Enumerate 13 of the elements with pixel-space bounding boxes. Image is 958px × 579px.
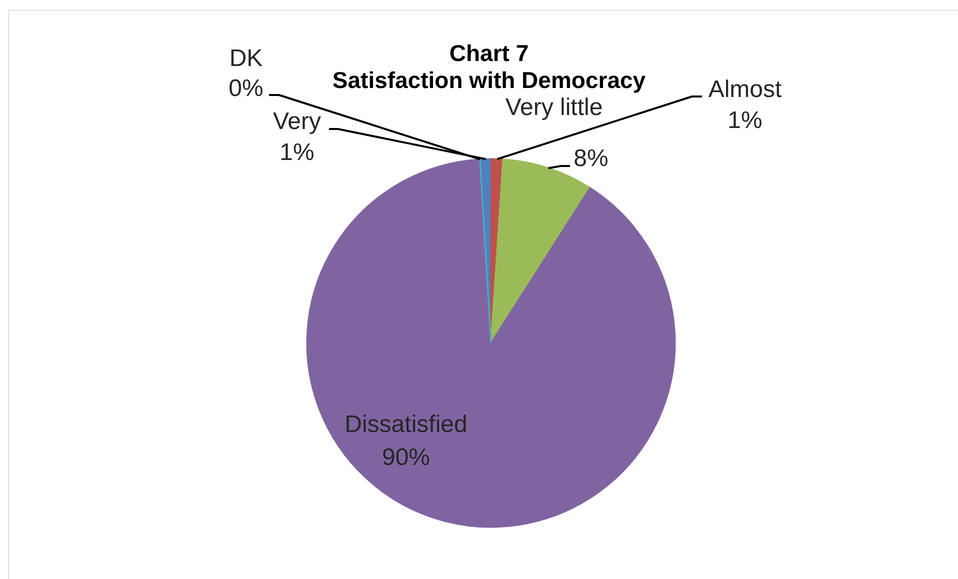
- data-label: 1%: [728, 107, 762, 134]
- slice-label: Almost: [708, 76, 782, 103]
- slice-label: Very little: [505, 94, 603, 121]
- slice-label: Dissatisfied: [344, 411, 468, 438]
- pie-slice: [479, 158, 492, 344]
- data-label: 8%: [574, 145, 608, 172]
- chart-title: Chart 7: [449, 40, 529, 66]
- data-label: 90%: [382, 444, 430, 471]
- data-label: 1%: [280, 139, 314, 166]
- chart-subtitle: Satisfaction with Democracy: [332, 67, 646, 93]
- text: 0%: [228, 75, 264, 102]
- category-label: DK: [229, 45, 263, 72]
- slice-label: Very: [272, 108, 322, 135]
